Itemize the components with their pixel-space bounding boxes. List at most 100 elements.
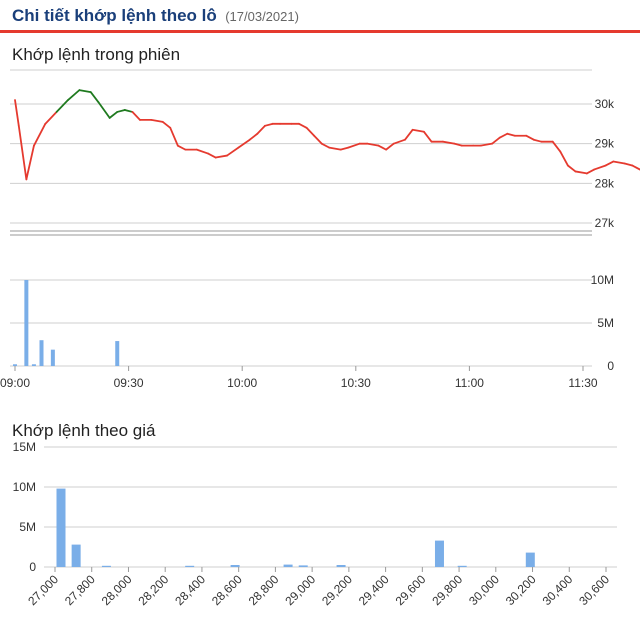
price-axis-tick-label: 27k — [595, 216, 615, 230]
price-category-label: 28,000 — [99, 572, 135, 608]
price-line-segment — [17, 124, 28, 181]
price-line-segment — [623, 162, 634, 167]
price-line-segment — [298, 122, 308, 129]
price-category-label: 30,200 — [503, 572, 539, 608]
price-line-segment — [89, 91, 100, 103]
price-line-segment — [264, 122, 274, 127]
price-line-segment — [453, 142, 463, 147]
price-category-label: 28,600 — [209, 572, 245, 608]
price-line-segment — [604, 160, 615, 167]
price-line-segment — [116, 109, 126, 113]
price-category-label: 29,200 — [319, 572, 355, 608]
volume-bar — [115, 341, 120, 366]
price-axis-tick-label: 30k — [595, 97, 615, 111]
volume-bar — [31, 364, 36, 366]
price-line-segment — [320, 142, 331, 149]
price-category-label: 29,800 — [429, 572, 465, 608]
price-volume-axis-tick-label: 5M — [19, 520, 36, 534]
price-line-segment — [67, 89, 81, 101]
page-date: (17/03/2021) — [225, 9, 299, 24]
page-title: Chi tiết khớp lệnh theo lô — [12, 6, 217, 25]
price-line-segment — [226, 146, 240, 157]
price-line-segment — [161, 120, 172, 129]
price-line-segment — [377, 144, 387, 151]
price-line-segment — [339, 146, 350, 151]
price-volume-axis-tick-label: 10M — [13, 480, 36, 494]
price-volume-bar — [457, 565, 467, 567]
price-line-segment — [612, 160, 626, 165]
price-volume-bar — [283, 564, 293, 567]
price-line-segment — [169, 126, 179, 147]
price-category-label: 30,000 — [466, 572, 502, 608]
price-line-segment — [328, 146, 342, 151]
price-line-segment — [131, 111, 141, 121]
header-title-row: Chi tiết khớp lệnh theo lô (17/03/2021) — [12, 6, 299, 26]
price-line-segment — [404, 128, 414, 141]
price-chart-title: Khớp lệnh theo giá — [12, 421, 156, 440]
price-category-label: 27,000 — [25, 572, 61, 608]
price-line-segment — [248, 132, 259, 141]
price-line-segment — [123, 109, 134, 113]
price-line-segment — [551, 140, 562, 153]
volume-bar — [39, 340, 44, 366]
price-line-segment — [44, 111, 58, 125]
time-axis-tick-label: 10:00 — [227, 376, 257, 390]
price-volume-bar — [434, 540, 444, 567]
price-line-segment — [14, 99, 20, 127]
price-line-segment — [256, 124, 266, 135]
price-line-segment — [392, 138, 406, 145]
price-category-label: 30,600 — [576, 572, 612, 608]
price-category-label: 28,400 — [172, 572, 208, 608]
time-axis-tick-label: 10:30 — [341, 376, 371, 390]
price-category-label: 27,800 — [62, 572, 98, 608]
price-line-segment — [559, 150, 569, 167]
price-line-segment — [207, 152, 217, 159]
price-volume-bar — [101, 565, 111, 567]
time-axis-tick-label: 09:30 — [114, 376, 144, 390]
price-category-label: 29,000 — [282, 572, 318, 608]
price-category-label: 29,600 — [393, 572, 429, 608]
price-line-segment — [176, 144, 187, 151]
price-line-segment — [585, 168, 596, 175]
price-category-label: 29,400 — [356, 572, 392, 608]
price-axis-tick-label: 28k — [595, 176, 615, 190]
price-line-segment — [479, 142, 494, 147]
time-axis-tick-label: 11:00 — [455, 376, 484, 390]
price-volume-bar — [71, 544, 81, 567]
intraday-chart-title: Khớp lệnh trong phiên — [12, 45, 181, 64]
price-line-segment — [108, 111, 119, 119]
price-line-segment — [593, 164, 607, 171]
price-line-segment — [631, 164, 640, 171]
price-volume-bar — [298, 565, 308, 567]
price-category-label: 30,400 — [540, 572, 576, 608]
price-line-segment — [423, 130, 433, 143]
price-line-segment — [237, 138, 251, 149]
volume-bar — [50, 349, 55, 366]
price-line-segment — [498, 132, 509, 139]
volume-axis-tick-label: 10M — [591, 273, 614, 287]
price-line-segment — [385, 142, 395, 151]
price-line-segment — [366, 142, 380, 147]
time-axis-tick-label: 11:30 — [568, 376, 597, 390]
price-line-segment — [411, 128, 425, 133]
price-line-segment — [33, 122, 47, 147]
price-line-segment — [566, 164, 577, 173]
price-line-segment — [491, 136, 501, 145]
price-volume-bar — [336, 565, 346, 567]
price-line-segment — [506, 132, 516, 137]
price-line-segment — [305, 126, 316, 137]
volume-bar — [13, 364, 17, 366]
price-line-segment — [441, 140, 456, 145]
price-category-label: 28,200 — [135, 572, 171, 608]
time-axis-tick-label: 09:00 — [0, 376, 30, 390]
price-line-segment — [347, 142, 361, 149]
price-line-segment — [78, 89, 92, 93]
price-line-segment — [574, 170, 588, 175]
price-line-segment — [55, 99, 69, 113]
price-volume-bar — [185, 565, 195, 567]
price-line-segment — [214, 154, 228, 159]
price-category-label: 28,800 — [246, 572, 282, 608]
price-line-segment — [25, 144, 35, 181]
price-line-segment — [195, 148, 210, 155]
